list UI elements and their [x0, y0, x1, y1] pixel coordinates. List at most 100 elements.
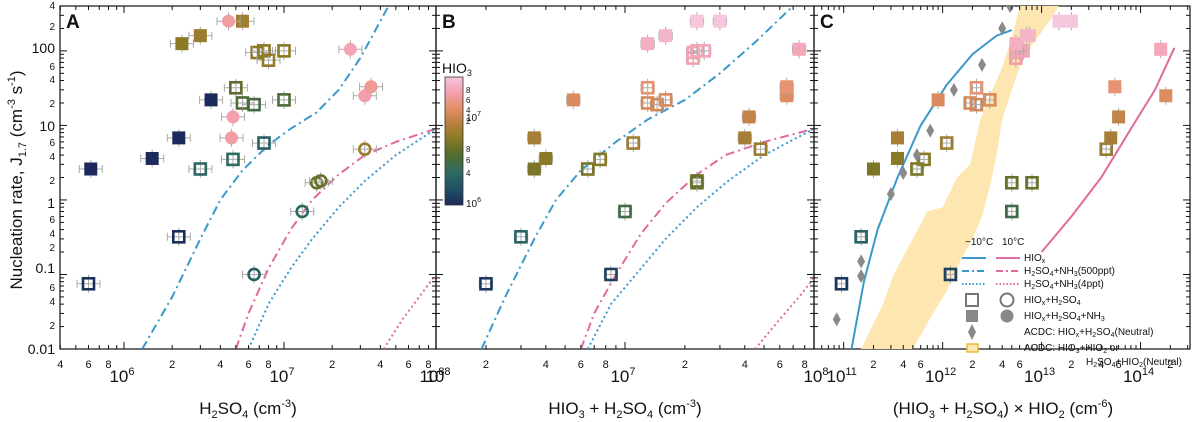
data-point-open-square — [226, 152, 240, 167]
xlabel-b-part: 3 — [579, 409, 585, 421]
xlabel-c-part: 2 — [1059, 409, 1065, 421]
panel-c-points — [832, 6, 1173, 327]
x-major-tick-exponent: 7 — [629, 366, 635, 378]
colorbar-top-label: 107 — [466, 111, 481, 124]
x-major-tick-label: 1013 — [1024, 366, 1055, 386]
xlabel-a-part: -3 — [281, 398, 291, 410]
xlabel-b-part: (cm — [653, 399, 686, 418]
x-minor-tick-label: 6 — [245, 359, 251, 371]
colorbar-labels: 8 6 4 2 107 8 6 4 106 — [466, 86, 481, 210]
legend-acdc2-label: ACDC: HIO3+HIO2 or — [1024, 343, 1119, 355]
data-point-open-square — [593, 152, 607, 167]
xlabel-c-part: ) × HIO — [1003, 399, 1058, 418]
x-major-tick-base: 10 — [425, 367, 444, 386]
x-minor-tick-label: 6 — [777, 359, 783, 371]
legend-band-swatch — [966, 343, 979, 353]
curve-hiox-warm — [1040, 47, 1176, 253]
y-minor-tick-labels: 4 2 6 4 2 6 4 2 6 4 2 6 4 2 — [49, 1, 55, 332]
data-point-open-square — [514, 230, 528, 244]
y-tick-100: 100 — [32, 40, 56, 56]
data-point-filled-square — [792, 42, 806, 56]
y-minor-tick: 4 — [49, 152, 55, 163]
legend-text: x — [1042, 258, 1046, 265]
x-major-tick-exponent: 6 — [128, 366, 134, 378]
legend-hiox-h2so4-label: HIOx+H2SO4 — [1024, 295, 1081, 307]
data-point-filled-circle — [222, 14, 236, 28]
x-major-tick-exponent: 13 — [1043, 366, 1055, 378]
data-point-filled-circle — [364, 80, 378, 94]
x-major-tick-base: 10 — [269, 367, 288, 386]
data-point-open-square — [229, 80, 243, 95]
x-minor-tick-label: 4 — [377, 359, 383, 371]
data-point-filled-square — [193, 29, 207, 43]
legend-text: 4 — [1050, 284, 1054, 291]
y-minor-tick: 2 — [49, 22, 55, 33]
x-major-tick-exponent: 7 — [288, 366, 294, 378]
x-major-tick-base: 10 — [419, 367, 438, 386]
xlabel-b-part: 2 — [616, 409, 622, 421]
data-point-open-square — [1016, 44, 1030, 58]
colorbar-minor-label: 4 — [466, 106, 471, 115]
data-point-open-square — [969, 80, 984, 95]
legend-text: 2 — [1031, 271, 1035, 278]
x-major-tick-exponent: 8 — [438, 366, 444, 378]
data-point-filled-square — [1022, 29, 1036, 43]
x-minor-tick-label: 2 — [870, 359, 876, 371]
colorbar-bottom-exp: 6 — [477, 197, 481, 204]
legend-text: HIO — [1024, 311, 1042, 322]
curve-h2so4-nh3-500-cold — [480, 6, 794, 349]
xlabel-c-part: 2 — [966, 409, 972, 421]
legend-text: (Neutral) — [1115, 327, 1154, 338]
x-minor-tick-label: 2 — [169, 359, 175, 371]
data-point-acdc-diamond — [1006, 6, 1015, 13]
data-point-open-square — [247, 97, 261, 112]
data-point-open-square — [640, 96, 655, 110]
data-point-open-square — [834, 276, 849, 291]
legend-text: (4ppt) — [1078, 279, 1104, 290]
y-minor-tick: 2 — [49, 243, 55, 254]
x-minor-tick-label: 4 — [900, 359, 906, 371]
data-point-open-square — [753, 142, 768, 156]
data-point-acdc-diamond — [857, 269, 866, 284]
data-point-open-square — [277, 44, 291, 58]
legend-text: 4 — [1050, 271, 1054, 278]
legend-nh3-500-label: H2SO4+NH3(500ppt) — [1024, 266, 1115, 278]
x-minor-tick-label: 2 — [969, 359, 975, 371]
x-major-tick-label: 107 — [269, 366, 294, 386]
legend-text: H — [1024, 266, 1031, 277]
data-point-filled-square — [527, 162, 541, 176]
panel-a-frame — [59, 5, 437, 350]
legend-text: (500ppt) — [1078, 266, 1115, 277]
colorbar-bottom-label: 106 — [466, 197, 481, 210]
x-minor-tick-label: 6 — [85, 359, 91, 371]
legend-text: SO — [1062, 295, 1077, 306]
data-point-acdc-diamond — [832, 312, 841, 327]
x-major-tick-base: 10 — [827, 367, 846, 386]
legend-text: 2 — [1093, 362, 1097, 369]
legend-text: +NH — [1081, 311, 1101, 322]
data-point-acdc-diamond — [949, 82, 958, 97]
data-point-acdc-diamond — [899, 165, 908, 180]
x-minor-tick-label: 4 — [742, 359, 748, 371]
legend-text: ACDC: HIO — [1024, 343, 1076, 354]
x-major-tick-base: 10 — [610, 367, 629, 386]
data-point-open-square — [910, 162, 924, 176]
x-minor-tick-label: 6 — [578, 359, 584, 371]
data-point-filled-square — [1108, 80, 1122, 94]
x-minor-tick-label: 4 — [57, 359, 63, 371]
xlabel-a-part: 4 — [242, 409, 248, 421]
xlabel-b-part: 4 — [647, 409, 653, 421]
x-major-tick-base: 10 — [109, 367, 128, 386]
panel-a-letter: A — [66, 12, 80, 33]
x-minor-tick-label: 2 — [1167, 359, 1173, 371]
data-point-acdc-diamond — [886, 187, 895, 202]
data-point-open-square — [1004, 175, 1019, 190]
data-point-filled-square — [742, 110, 756, 124]
data-point-filled-square — [1159, 89, 1173, 103]
colorbar-title-text: HIO — [442, 60, 467, 76]
data-point-open-circle — [314, 174, 328, 188]
y-axis-label-units: (cm — [7, 109, 26, 142]
data-point-filled-square — [866, 162, 880, 176]
colorbar-minor-label: 8 — [466, 86, 471, 95]
